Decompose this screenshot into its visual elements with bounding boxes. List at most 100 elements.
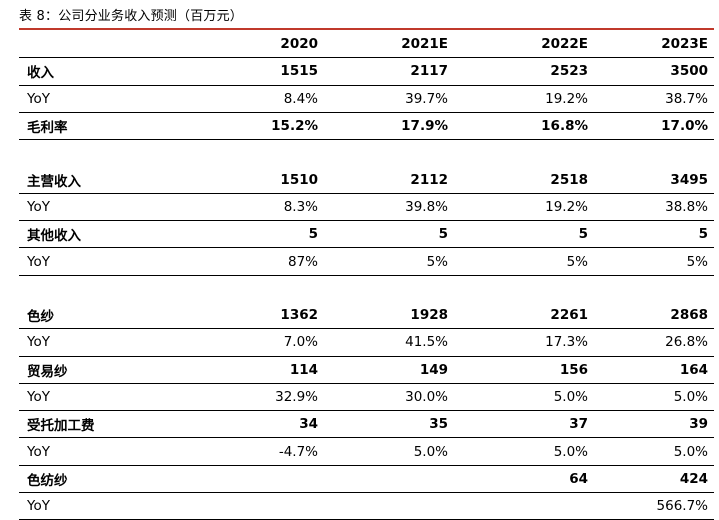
value-cell: 39.8%	[324, 193, 454, 222]
value-cell: 17.9%	[324, 112, 454, 141]
row-label: 毛利率	[19, 112, 249, 141]
value-cell: 2868	[594, 301, 714, 330]
value-cell: 5%	[594, 247, 714, 276]
value-cell: 2518	[454, 166, 594, 194]
value-cell: 41.5%	[324, 328, 454, 357]
value-cell	[249, 492, 324, 520]
value-cell: -4.7%	[249, 437, 324, 466]
row-label: 主营收入	[19, 166, 249, 194]
value-cell	[594, 140, 714, 167]
value-cell: 16.8%	[454, 112, 594, 141]
value-cell: 5	[249, 220, 324, 249]
table-row: YoY 8.4% 39.7% 19.2% 38.7%	[19, 85, 714, 113]
value-cell: 7.0%	[249, 328, 324, 357]
header-cell: 2021E	[324, 31, 454, 59]
value-cell: 5.0%	[324, 437, 454, 466]
header-cell	[19, 31, 249, 59]
row-label: YoY	[19, 383, 249, 412]
table-caption: 表 8：公司分业务收入预测（百万元）	[19, 9, 244, 24]
value-cell: 37	[454, 410, 594, 439]
table-body: 收入 1515 2117 2523 3500 YoY 8.4% 39.7% 19.2% 38.7%…	[19, 57, 714, 520]
value-cell: 5	[594, 220, 714, 249]
value-cell: 17.0%	[594, 112, 714, 141]
value-cell: 2523	[454, 57, 594, 86]
value-cell: 5.0%	[594, 383, 714, 412]
value-cell: 87%	[249, 247, 324, 276]
table-row: 贸易纱 114 149 156 164	[19, 356, 714, 384]
value-cell: 17.3%	[454, 328, 594, 357]
row-label: YoY	[19, 85, 249, 113]
row-label: YoY	[19, 247, 249, 276]
value-cell: 5	[454, 220, 594, 249]
header-cell: 2022E	[454, 31, 594, 59]
value-cell: 1928	[324, 301, 454, 330]
table-row: 受托加工费 34 35 37 39	[19, 410, 714, 439]
table-row: YoY -4.7% 5.0% 5.0% 5.0%	[19, 437, 714, 466]
value-cell: 64	[454, 465, 594, 494]
value-cell: 19.2%	[454, 193, 594, 222]
table-row: 毛利率 15.2% 17.9% 16.8% 17.0%	[19, 112, 714, 141]
value-cell: 38.7%	[594, 85, 714, 113]
value-cell: 2261	[454, 301, 594, 330]
value-cell: 5%	[324, 247, 454, 276]
table-row: YoY 7.0% 41.5% 17.3% 26.8%	[19, 328, 714, 357]
value-cell	[454, 275, 594, 302]
row-label: 收入	[19, 57, 249, 86]
value-cell: 114	[249, 356, 324, 384]
value-cell: 39	[594, 410, 714, 439]
value-cell: 3495	[594, 166, 714, 194]
value-cell: 2117	[324, 57, 454, 86]
spacer-row	[19, 140, 714, 167]
revenue-forecast-table: 2020 2021E 2022E 2023E 收入 1515 2117 2523 350…	[19, 31, 714, 520]
value-cell	[324, 275, 454, 302]
value-cell	[249, 140, 324, 167]
value-cell	[454, 140, 594, 167]
value-cell: 149	[324, 356, 454, 384]
value-cell	[324, 492, 454, 520]
row-label: 贸易纱	[19, 356, 249, 384]
value-cell: 8.4%	[249, 85, 324, 113]
caption-rule	[19, 28, 714, 30]
value-cell: 5.0%	[594, 437, 714, 466]
value-cell: 5.0%	[454, 437, 594, 466]
value-cell: 156	[454, 356, 594, 384]
value-cell: 15.2%	[249, 112, 324, 141]
row-label	[19, 140, 249, 167]
value-cell: 38.8%	[594, 193, 714, 222]
row-label: 色纺纱	[19, 465, 249, 494]
value-cell: 3500	[594, 57, 714, 86]
row-label: 其他收入	[19, 220, 249, 249]
value-cell: 39.7%	[324, 85, 454, 113]
value-cell: 1510	[249, 166, 324, 194]
row-label: 受托加工费	[19, 410, 249, 439]
header-cell: 2023E	[594, 31, 714, 59]
row-label: YoY	[19, 328, 249, 357]
value-cell: 5.0%	[454, 383, 594, 412]
table-row: YoY 32.9% 30.0% 5.0% 5.0%	[19, 383, 714, 412]
header-row: 2020 2021E 2022E 2023E	[19, 31, 714, 59]
value-cell: 26.8%	[594, 328, 714, 357]
table-row: 其他收入 5 5 5 5	[19, 220, 714, 249]
value-cell: 1362	[249, 301, 324, 330]
value-cell	[324, 465, 454, 494]
value-cell: 34	[249, 410, 324, 439]
header-cell: 2020	[249, 31, 324, 59]
table-row: YoY 8.3% 39.8% 19.2% 38.8%	[19, 193, 714, 222]
row-label: YoY	[19, 492, 249, 520]
row-label: YoY	[19, 193, 249, 222]
spacer-row	[19, 275, 714, 302]
table-row: 色纺纱 64 424	[19, 465, 714, 494]
value-cell	[249, 465, 324, 494]
table-row: YoY 87% 5% 5% 5%	[19, 247, 714, 276]
value-cell	[249, 275, 324, 302]
value-cell: 424	[594, 465, 714, 494]
value-cell	[324, 140, 454, 167]
value-cell: 19.2%	[454, 85, 594, 113]
value-cell: 30.0%	[324, 383, 454, 412]
value-cell: 35	[324, 410, 454, 439]
table-row: 色纱 1362 1928 2261 2868	[19, 301, 714, 330]
row-label: YoY	[19, 437, 249, 466]
value-cell: 2112	[324, 166, 454, 194]
value-cell: 566.7%	[594, 492, 714, 520]
table-row: YoY 566.7%	[19, 492, 714, 520]
